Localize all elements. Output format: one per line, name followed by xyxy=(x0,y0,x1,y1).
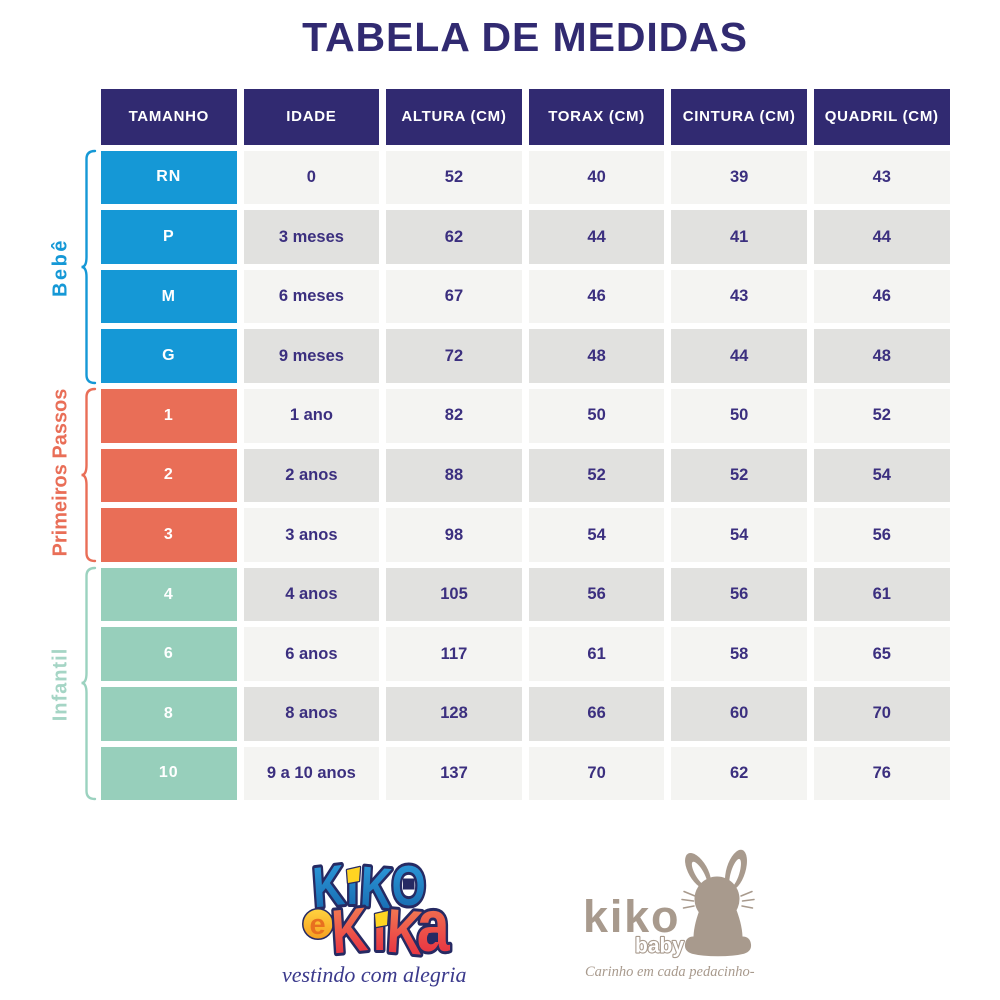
svg-text:kiko: kiko xyxy=(583,891,680,942)
svg-text:baby: baby xyxy=(635,935,684,958)
svg-text:K: K xyxy=(359,854,394,921)
svg-text:O: O xyxy=(392,853,426,917)
svg-text:e: e xyxy=(310,909,326,941)
svg-text:K: K xyxy=(329,894,369,967)
svg-text:ı: ı xyxy=(373,894,387,964)
svg-text:vestindo com alegria: vestindo com alegria xyxy=(282,962,467,987)
svg-text:K: K xyxy=(385,895,425,968)
svg-text:a: a xyxy=(417,885,451,968)
svg-text:Carinho em cada pedacinho-: Carinho em cada pedacinho- xyxy=(585,964,755,980)
